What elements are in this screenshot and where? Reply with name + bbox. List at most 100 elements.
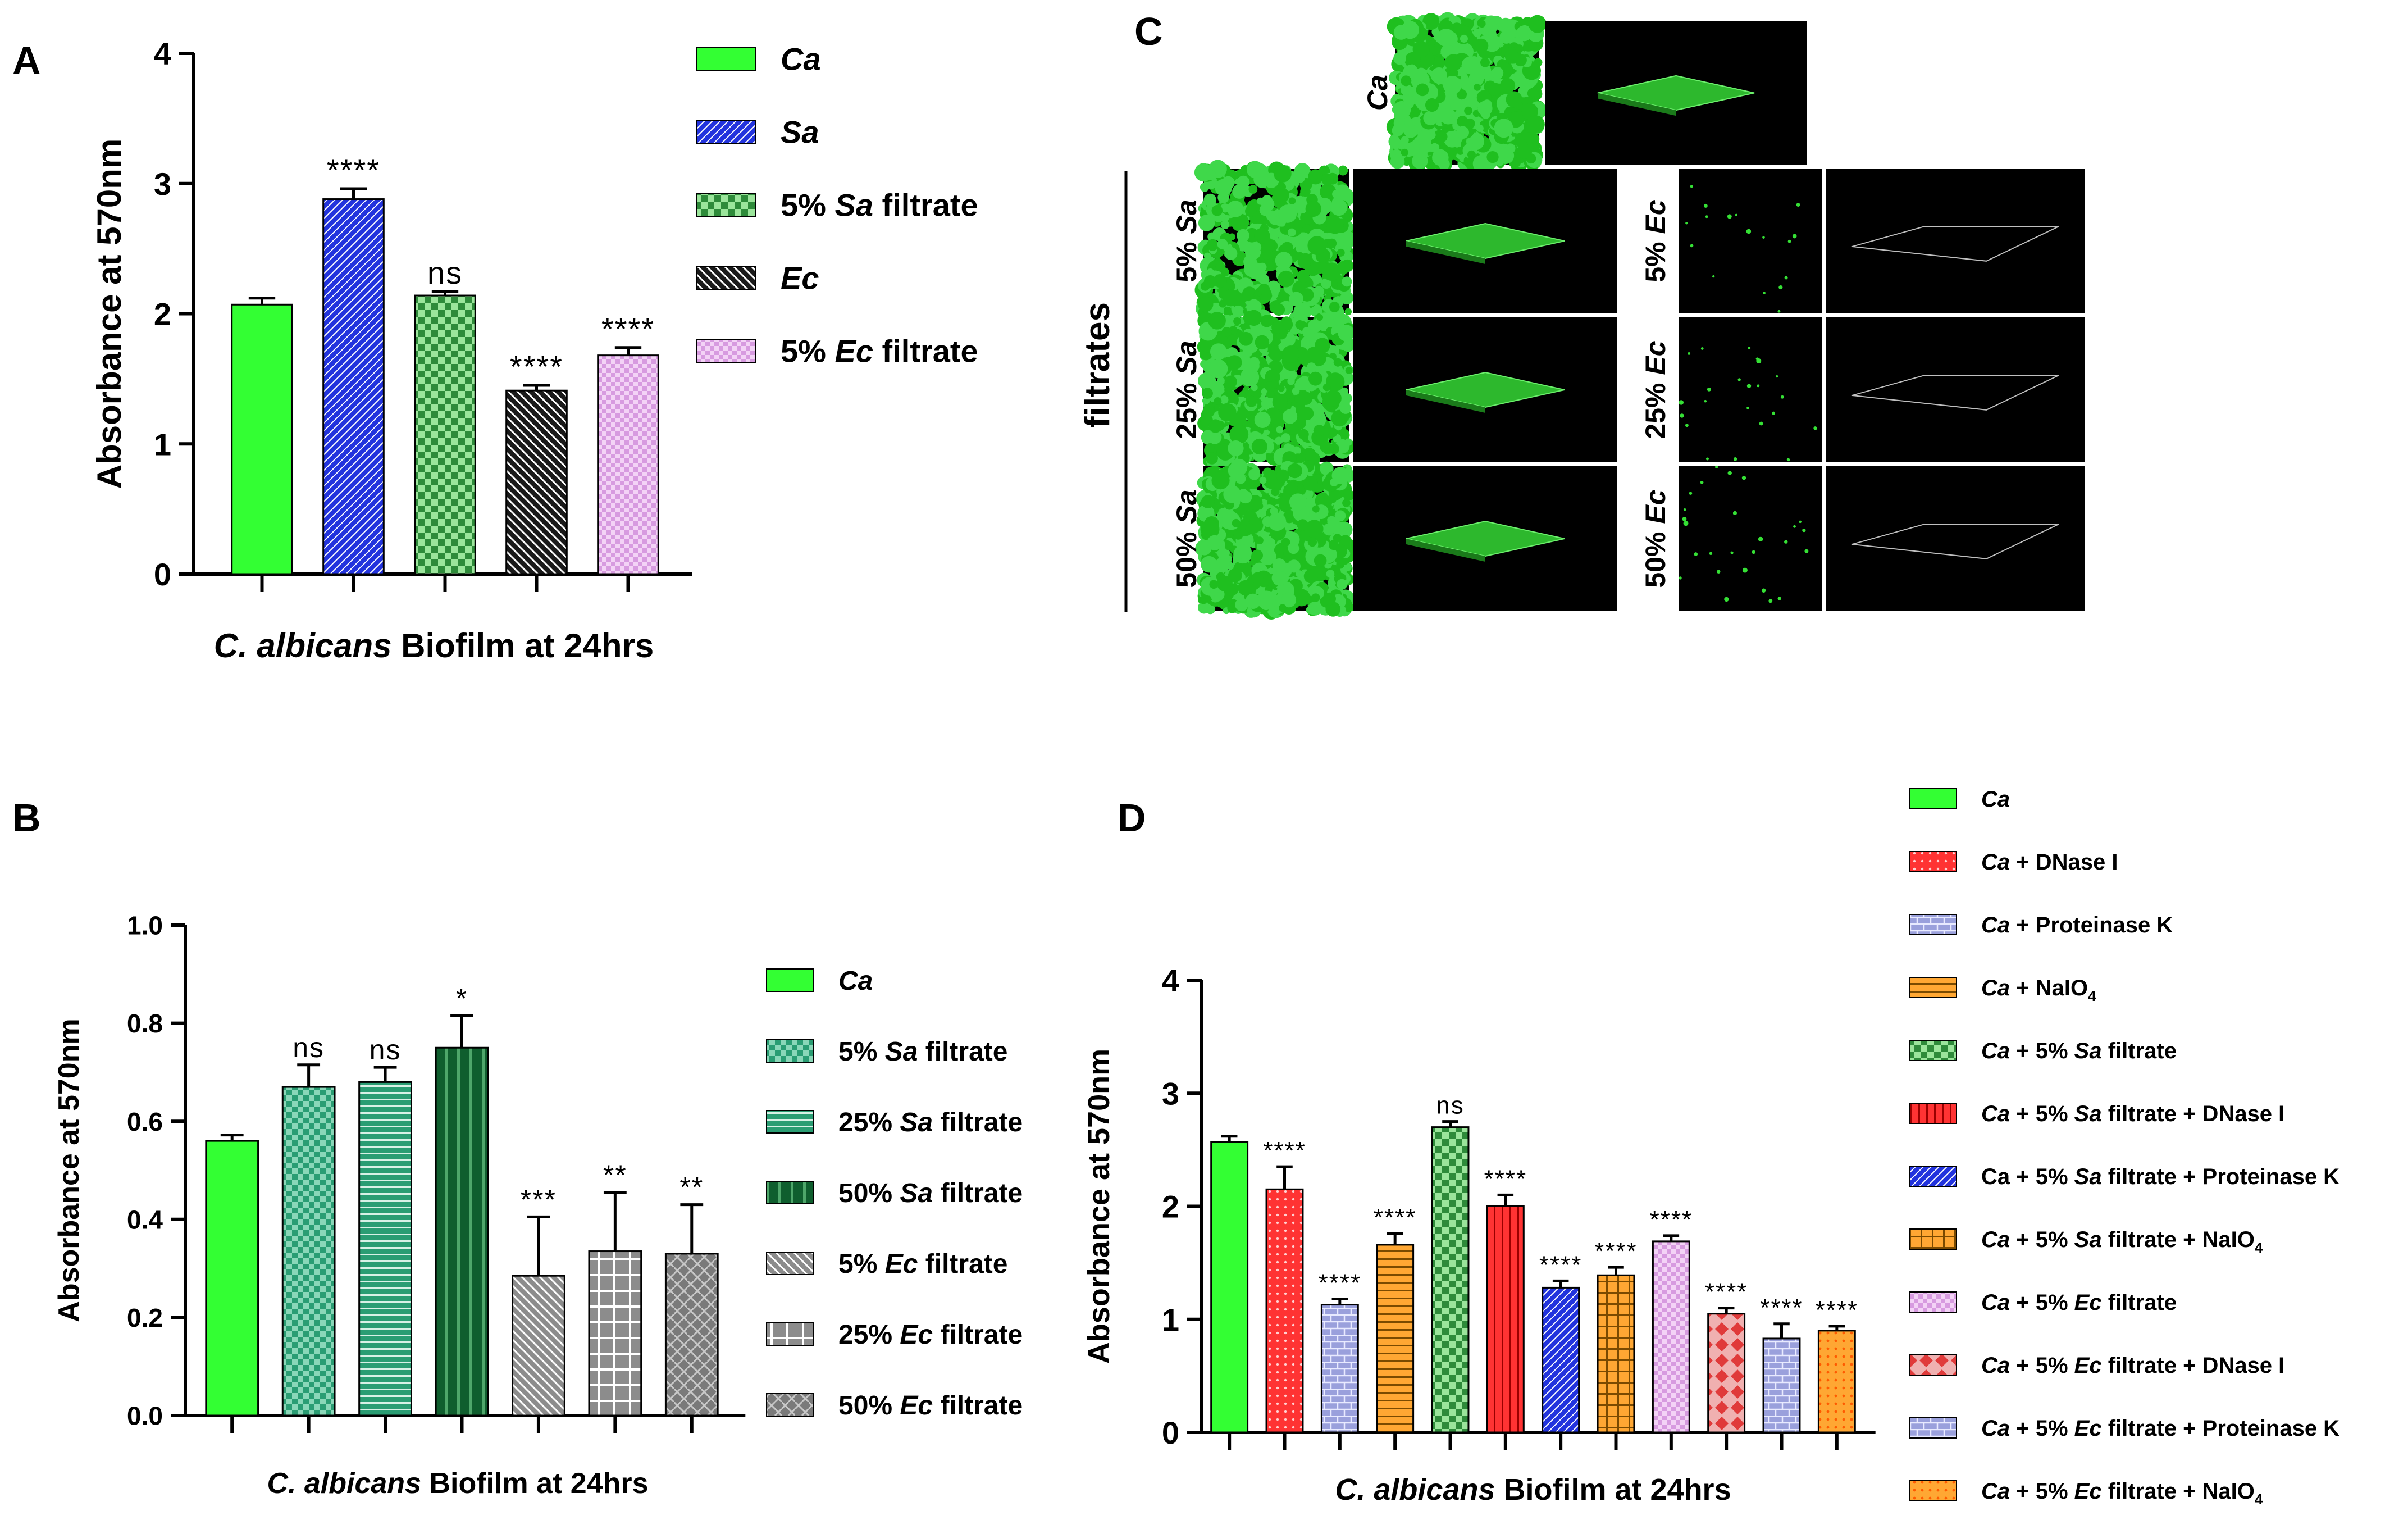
sa-3d-render (1353, 466, 1617, 611)
legend-entry: Ca + 5% Ec filtrate + Proteinase K (1981, 1416, 2339, 1441)
bar (597, 354, 659, 575)
significance-label: ns (1436, 1092, 1464, 1119)
ca-confocal-tile (1386, 12, 1547, 174)
x-axis-label: C. albicans Biofilm at 24hrs (214, 627, 654, 665)
y-tick-label: 3 (1162, 1076, 1179, 1111)
y-tick-label: 4 (1162, 963, 1179, 998)
bar (1210, 1141, 1249, 1433)
significance-label: **** (327, 152, 380, 188)
significance-label: **** (510, 349, 563, 384)
legend-swatch (1909, 1480, 1957, 1501)
bar (435, 1046, 489, 1417)
chart-panel-a: 0 1 2 3 4 Absorbance at 570nm C. albicans Biof… (90, 36, 978, 665)
bar (231, 303, 293, 575)
significance-label: *** (521, 1184, 557, 1215)
ec-row-label: 5% Ec (1640, 199, 1671, 283)
sa-confocal-tile (1195, 458, 1358, 620)
significance-label: **** (1374, 1204, 1417, 1231)
significance-label: **** (1594, 1237, 1638, 1265)
ec-3d-render (1826, 466, 2085, 611)
legend-entry: Ca (781, 42, 821, 77)
legend-swatch (1909, 788, 1957, 809)
bar (358, 1081, 412, 1417)
significance-label: **** (1539, 1251, 1582, 1278)
panel-label-a: A (12, 39, 41, 83)
legend-entry: Ca + 5% Sa filtrate (1981, 1039, 2177, 1063)
panel-label-d: D (1118, 796, 1146, 840)
significance-label: **** (1650, 1206, 1693, 1234)
legend-swatch (766, 1252, 814, 1275)
ec-row-label: 25% Ec (1640, 340, 1671, 439)
y-tick-label: 0.8 (127, 1009, 163, 1038)
bar (205, 1140, 259, 1417)
sa-3d-render (1353, 169, 1617, 313)
y-tick-label: 4 (154, 36, 171, 71)
legend-swatch (696, 339, 756, 363)
sa-confocal-tile (1197, 309, 1356, 470)
legend-swatch (766, 1322, 814, 1346)
panel-label-c: C (1134, 10, 1163, 53)
bar (281, 1086, 336, 1417)
significance-label: ns (427, 255, 463, 290)
ec-confocal-tile (1679, 169, 1822, 313)
legend-entry: 5% Sa filtrate (838, 1037, 1007, 1067)
significance-label: **** (1484, 1165, 1527, 1193)
bar (1707, 1313, 1746, 1433)
y-tick-label: 0.2 (127, 1303, 163, 1332)
ca-row-label: Ca (1362, 75, 1393, 111)
y-tick-label: 0.0 (127, 1401, 163, 1431)
legend-entry: Ca (1981, 787, 2010, 812)
significance-label: ** (679, 1172, 704, 1203)
ec-3d-render (1826, 317, 2085, 462)
legend-swatch (696, 120, 756, 144)
legend-entry: 5% Ec filtrate (781, 334, 978, 369)
bar (1320, 1304, 1359, 1433)
legend-swatch (766, 968, 814, 992)
ca-3d-render (1545, 21, 1807, 165)
y-tick-label: 2 (154, 297, 171, 332)
legend-swatch (696, 47, 756, 71)
legend-swatch (1909, 1228, 1957, 1250)
sa-row-label: 25% Sa (1171, 340, 1202, 439)
legend-swatch (766, 1110, 814, 1134)
legend-entry: Sa (781, 115, 819, 150)
y-tick-label: 1.0 (127, 911, 163, 940)
legend-swatch (696, 266, 756, 290)
sa-row-label: 50% Sa (1171, 489, 1202, 588)
ec-3d-render (1826, 169, 2085, 313)
panel-label-b: B (12, 796, 41, 840)
legend-entry: Ca + 5% Sa filtrate + Proteinase K (1981, 1164, 2339, 1189)
y-tick-label: 1 (154, 426, 171, 462)
sa-row-label: 5% Sa (1171, 199, 1202, 282)
significance-label: **** (1816, 1296, 1859, 1324)
y-axis-label: Absorbance at 570nm (1082, 1049, 1116, 1364)
significance-label: ns (370, 1034, 402, 1066)
bar (1486, 1205, 1525, 1433)
y-axis-label: Absorbance at 570nm (53, 1018, 85, 1322)
legend-swatch (766, 1181, 814, 1204)
significance-label: **** (1705, 1278, 1748, 1306)
x-axis-label: C. albicans Biofilm at 24hrs (1335, 1473, 1731, 1507)
significance-label: **** (601, 311, 655, 347)
ec-confocal-tile (1679, 317, 1822, 462)
legend-swatch (696, 193, 756, 217)
legend-swatch (1909, 1291, 1957, 1313)
legend-entry: 5% Ec filtrate (838, 1249, 1007, 1279)
y-tick-label: 3 (154, 166, 171, 202)
y-tick-label: 1 (1162, 1302, 1179, 1337)
bar (1376, 1244, 1415, 1433)
y-axis-label: Absorbance at 570nm (90, 139, 128, 489)
bar (1597, 1274, 1635, 1433)
bar (1265, 1188, 1304, 1433)
significance-label: * (456, 983, 468, 1014)
y-tick-label: 2 (1162, 1189, 1179, 1225)
bar (505, 389, 568, 575)
legend-swatch (1909, 1417, 1957, 1439)
bar (1431, 1126, 1470, 1433)
legend-entry: Ca (838, 966, 873, 996)
bar (322, 198, 385, 575)
legend-swatch (1909, 1354, 1957, 1376)
legend-entry: Ca + 5% Sa filtrate + NaIO4 (1981, 1227, 2263, 1256)
legend-entry: Ca + 5% Ec filtrate + DNase I (1981, 1353, 2284, 1378)
chart-panel-b: 0.0 0.2 0.4 0.6 0.8 1.0 Absorbance at 570nm C. … (53, 911, 1023, 1500)
